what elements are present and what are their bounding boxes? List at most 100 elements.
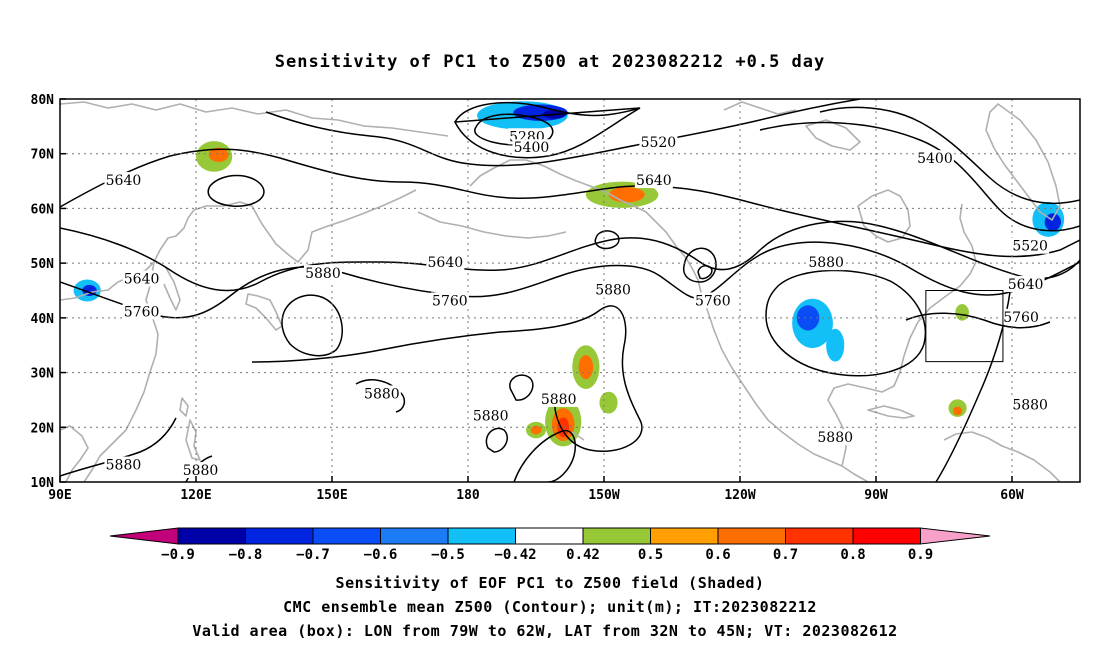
contour-label: 5880 (817, 430, 853, 446)
x-axis-ticks: 90E 120E 150E 180 150W 120W 90W 60W (48, 476, 1024, 503)
contour-label-mask (539, 390, 578, 407)
coastline-north-america-west (707, 311, 843, 467)
contour-label-mask (471, 407, 510, 424)
colorbar-swatch (380, 527, 449, 545)
contour-label: 5400 (514, 140, 550, 156)
chart-title: Sensitivity of PC1 to Z500 at 2023082212… (275, 52, 826, 72)
sensitivity-patch (608, 187, 645, 203)
contour-5280 (474, 113, 554, 146)
contour-label-mask (122, 303, 161, 320)
contour-label-mask (122, 270, 161, 287)
contour-label-mask (634, 172, 673, 189)
contour-5640-low (207, 174, 265, 207)
colorbar-tick-label: 0.5 (638, 547, 663, 563)
colorbar-tick-label: −0.9 (161, 547, 195, 563)
coastline-alaska (469, 159, 709, 313)
contour-label-mask (181, 462, 220, 479)
contour-label-mask (1006, 276, 1045, 293)
contour-label-mask (693, 292, 732, 309)
sensitivity-patch (578, 355, 594, 380)
y-tick-label: 50N (31, 257, 55, 272)
x-tick-label: 120W (724, 488, 755, 503)
lat-lon-gridlines (60, 99, 1080, 482)
contour-label: 5880 (106, 458, 142, 474)
y-tick-label: 40N (31, 312, 55, 327)
contour-5880-east-high (765, 269, 927, 377)
contour-label-mask (915, 150, 954, 167)
coastline-south-asia (60, 425, 89, 482)
contour-label-mask (426, 254, 465, 271)
x-tick-label: 60W (1000, 488, 1024, 503)
contour-label: 5760 (432, 293, 468, 309)
x-tick-label: 150W (588, 488, 619, 503)
sensitivity-patch (955, 304, 969, 321)
contour-label: 5640 (1008, 277, 1044, 293)
contour-5520-north (265, 99, 861, 167)
y-tick-label: 30N (31, 367, 55, 382)
z500-contours (60, 99, 1080, 482)
contour-5760-east (905, 312, 1051, 329)
contour-label: 5880 (364, 386, 400, 402)
x-tick-label: 90E (48, 488, 71, 503)
y-tick-label: 70N (31, 148, 55, 163)
sensitivity-patch (530, 425, 542, 435)
colorbar-tick-label: 0.42 (566, 547, 600, 563)
coastline-taiwan (179, 397, 189, 417)
contour-label: 5520 (1012, 239, 1048, 255)
colorbar-swatch (177, 527, 246, 545)
contour-label: 5880 (183, 463, 219, 479)
contour-label-mask (303, 265, 342, 282)
contour-5760-cutoff (697, 265, 713, 280)
colorbar-tick-label: −0.42 (494, 547, 536, 563)
colorbar-tick-label: −0.8 (229, 547, 263, 563)
y-axis-ticks: 10N 20N 30N 40N 50N 60N 70N 80N (31, 93, 66, 491)
caption-line-3: Valid area (box): LON from 79W to 62W, L… (192, 622, 897, 640)
y-tick-label: 60N (31, 202, 55, 217)
colorbar-swatch (245, 527, 314, 545)
coastline-north-america-east (903, 203, 977, 357)
y-tick-label: 20N (31, 421, 55, 436)
colorbar-min-triangle (109, 527, 179, 545)
colorbar: −0.9 −0.8 −0.7 −0.6 −0.5 −0.42 0.42 0.5 0.6 0.7 0.… (109, 527, 991, 563)
contour-5400-northeast (819, 106, 1080, 204)
coastline-greenland (985, 103, 1061, 221)
coastline-japan (245, 293, 283, 331)
contour-label-mask (104, 172, 143, 189)
x-tick-label: 120E (180, 488, 211, 503)
colorbar-tick-label: 0.9 (908, 547, 933, 563)
x-tick-label: 90W (864, 488, 888, 503)
x-tick-label: 150E (316, 488, 347, 503)
contour-label-mask (1002, 308, 1041, 325)
x-tick-label: 180 (456, 488, 480, 503)
contour-5880-west-high (281, 294, 343, 357)
colorbar-tick-label: −0.7 (296, 547, 330, 563)
contour-5640-cutoff-2 (682, 247, 717, 283)
contour-label: 5640 (124, 272, 160, 288)
contour-5640-cutoff-1 (594, 230, 620, 250)
colorbar-swatch (852, 527, 921, 545)
coastline-cuba (867, 405, 915, 419)
sensitivity-patch (796, 305, 820, 331)
coastline-philippines (185, 419, 201, 461)
contour-label-mask (1011, 396, 1050, 413)
contour-5880-pacific (251, 305, 643, 452)
sensitivity-patch (208, 147, 229, 162)
contour-label-mask (362, 385, 401, 402)
contour-label: 5760 (124, 304, 160, 320)
contour-label: 5760 (695, 293, 731, 309)
contour-5880-small-1 (509, 374, 534, 401)
contour-label: 5640 (428, 255, 464, 271)
coastline-hudson-bay (857, 189, 911, 243)
contour-label-mask (104, 456, 143, 473)
coastline-korea (163, 267, 181, 311)
colorbar-swatch (785, 527, 854, 545)
y-tick-label: 10N (31, 476, 55, 491)
contour-label-mask (1011, 237, 1050, 254)
contour-label: 5880 (595, 283, 631, 299)
colorbar-swatch (582, 527, 651, 545)
caption-line-2: CMC ensemble mean Z500 (Contour); unit(m… (283, 598, 817, 616)
colorbar-swatch (447, 527, 516, 545)
contour-5640-mid (60, 220, 1080, 292)
